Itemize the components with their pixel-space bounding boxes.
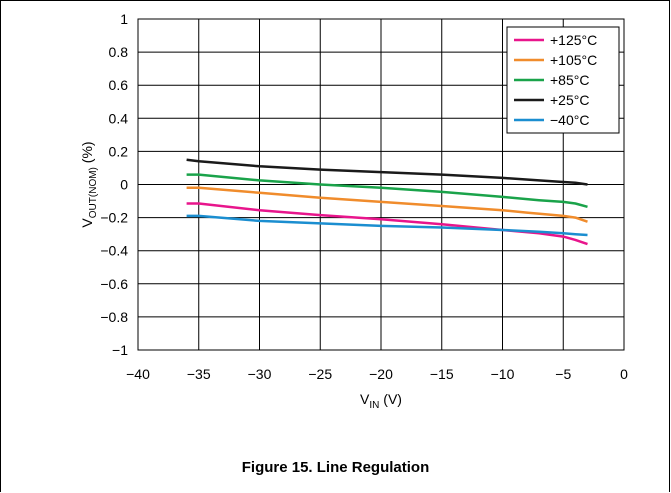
y-tick-label: −0.2 [100,210,128,226]
x-axis-ticks: −40 −35 −30 −25 −20 −15 −10 −5 0 [126,366,628,382]
series-line-4 [186,214,588,237]
x-axis-label-unit: (V) [379,391,402,407]
x-axis-label: VIN (V) [360,391,402,411]
y-tick-label: 0 [120,177,128,193]
line-regulation-chart: −40 −35 −30 −25 −20 −15 −10 −5 0 10.80.60.40.20−… [79,11,628,411]
legend-label: +85°C [550,72,589,88]
series-line-0 [186,202,588,246]
y-tick-label: 0.6 [109,77,129,93]
chart-series [186,158,588,246]
x-axis-label-sub: IN [369,400,379,411]
y-tick-label: 0.4 [109,110,129,126]
y-tick-label: −0.8 [100,309,128,325]
x-tick-label: −30 [248,366,272,382]
series-line-3 [186,158,588,186]
series-line-2 [186,173,588,209]
x-tick-label: −35 [187,366,211,382]
x-tick-label: 0 [620,366,628,382]
y-tick-label: −1 [112,342,128,358]
series-line-1 [186,186,588,223]
y-axis-label: VOUT(NOM) (%) [79,141,99,227]
x-tick-label: −5 [555,366,571,382]
y-tick-label: 1 [120,11,128,27]
x-tick-label: −15 [430,366,454,382]
y-axis-label-main: V [79,218,95,228]
chart-legend: +125°C +105°C +85°C +25°C −40°C [506,26,620,134]
y-tick-label: 0.8 [109,44,129,60]
legend-label: +105°C [550,52,597,68]
x-tick-label: −40 [126,366,150,382]
legend-label: +125°C [550,32,597,48]
figure-caption: Figure 15. Line Regulation [241,459,430,476]
y-axis-label-sub: OUT(NOM) [88,167,99,218]
legend-label: −40°C [550,112,589,128]
y-tick-label: 0.2 [109,143,129,159]
y-axis-label-unit: (%) [79,141,95,167]
plot-area-border [137,18,625,351]
y-tick-label: −0.4 [100,243,128,259]
x-axis-label-main: V [360,391,370,407]
x-tick-label: −20 [369,366,393,382]
y-axis-ticks: 1 0.8 0.6 0.4 0.2 0 −0.2 −0.4 −0.6 −0.8 −1 [100,11,128,358]
y-tick-label: −0.6 [100,276,128,292]
x-tick-label: −10 [491,366,515,382]
x-tick-label: −25 [308,366,332,382]
legend-label: +25°C [550,92,589,108]
